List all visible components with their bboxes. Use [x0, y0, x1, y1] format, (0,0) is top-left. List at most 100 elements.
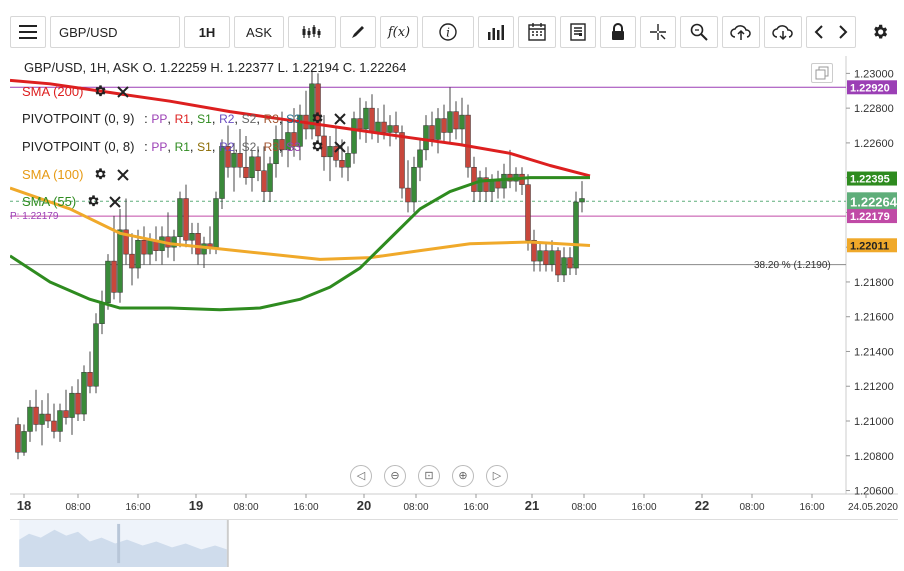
- menu-button[interactable]: [10, 16, 46, 48]
- zoom-in-button[interactable]: ⊕: [452, 465, 474, 487]
- candle-down: [261, 170, 267, 192]
- candle-up: [297, 114, 303, 147]
- legend-sma55[interactable]: SMA (55): [22, 194, 122, 211]
- upload-button[interactable]: [722, 16, 760, 48]
- settings-button[interactable]: [864, 16, 896, 48]
- legend-pivot-1[interactable]: PIVOTPOINT (0, 9) : PP, R1, S1, R2, S2, …: [22, 111, 346, 128]
- candle-down: [129, 253, 135, 269]
- legend-sma200[interactable]: SMA (200): [22, 84, 129, 101]
- candle-up: [21, 431, 27, 453]
- gear-icon[interactable]: [310, 111, 324, 128]
- candle-down: [123, 229, 129, 255]
- candle-down: [333, 146, 339, 161]
- candle-down: [525, 184, 531, 241]
- reset-button[interactable]: ⊡: [418, 465, 440, 487]
- candle-down: [87, 372, 93, 387]
- scroll-left-button[interactable]: ◁: [350, 465, 372, 487]
- news-button[interactable]: [560, 16, 596, 48]
- legend-pivot-2[interactable]: PIVOTPOINT (0, 8) : PP, R1, S1, R2, S2, …: [22, 139, 346, 156]
- candle-down: [15, 424, 21, 453]
- candle-up: [375, 121, 381, 133]
- x-tick-label: 16:00: [799, 502, 824, 513]
- candle-down: [141, 239, 147, 255]
- expand-button[interactable]: [811, 63, 833, 83]
- candle-down: [441, 118, 447, 133]
- y-tick-label: 1.23000: [854, 68, 894, 80]
- candle-up: [363, 107, 369, 130]
- ma-line: [10, 176, 590, 312]
- close-icon[interactable]: [116, 169, 129, 184]
- candle-up: [501, 173, 507, 189]
- price-type-selector[interactable]: ASK: [234, 16, 284, 48]
- close-icon[interactable]: [116, 86, 129, 101]
- ohlc-header: GBP/USD, 1H, ASK O. 1.22259 H. 1.22377 L…: [24, 60, 407, 75]
- ma-line: [10, 186, 591, 261]
- y-tick-label: 1.22600: [854, 138, 894, 150]
- candle-up: [417, 149, 423, 168]
- x-tick-label: 21: [525, 498, 539, 513]
- cloud-upload-icon: [730, 25, 751, 40]
- draw-tool-button[interactable]: [340, 16, 376, 48]
- gear-icon[interactable]: [93, 167, 107, 184]
- candle-up: [447, 111, 453, 133]
- candle-up: [411, 166, 417, 203]
- zoom-button[interactable]: [680, 16, 718, 48]
- gear-icon: [874, 24, 888, 39]
- chevron-right-icon[interactable]: [838, 24, 848, 40]
- hamburger-icon: [19, 25, 37, 39]
- expand-icon: [815, 66, 829, 80]
- scroll-right-button[interactable]: ▷: [486, 465, 508, 487]
- info-icon: i: [439, 23, 457, 41]
- legend-pivot-1-label: PIVOTPOINT (0, 9): [22, 111, 135, 126]
- symbol-selector[interactable]: GBP/USD: [50, 16, 180, 48]
- crosshair-button[interactable]: [640, 16, 676, 48]
- candle-down: [33, 406, 39, 425]
- candle-up: [27, 406, 33, 432]
- volume-button[interactable]: [478, 16, 514, 48]
- chart-type-button[interactable]: [288, 16, 336, 48]
- candle-down: [381, 121, 387, 133]
- x-tick-label: 16:00: [293, 502, 318, 513]
- gear-icon[interactable]: [310, 139, 324, 156]
- candle-down: [225, 146, 231, 168]
- legend-sma200-label: SMA (200): [22, 84, 84, 99]
- candle-up: [477, 177, 483, 192]
- candle-up: [273, 139, 279, 165]
- price-chart[interactable]: 1.230001.228001.226001.224001.222001.220…: [10, 56, 898, 518]
- candle-down: [465, 114, 471, 168]
- close-icon[interactable]: [334, 141, 346, 156]
- navigator-handle[interactable]: [117, 523, 121, 564]
- gear-icon[interactable]: [86, 194, 100, 211]
- close-icon[interactable]: [109, 196, 122, 211]
- pivot-s1: S1: [197, 112, 212, 126]
- indicators-button[interactable]: f(x): [380, 16, 418, 48]
- navigator-area: [19, 529, 227, 567]
- reset-icon: ⊡: [424, 470, 434, 482]
- candle-up: [249, 156, 255, 178]
- lock-button[interactable]: [600, 16, 636, 48]
- candle-down: [531, 239, 537, 262]
- price-badges: 1.22920 1.22395 1.22264 1.22179 1.22011: [847, 80, 898, 253]
- zoom-out-button[interactable]: ⊖: [384, 465, 406, 487]
- x-tick-label: 16:00: [125, 502, 150, 513]
- chevron-left-icon[interactable]: [814, 24, 824, 40]
- candle-down: [495, 180, 501, 189]
- download-button[interactable]: [764, 16, 802, 48]
- x-tick-label: 24.05.2020: [848, 502, 898, 513]
- zoom-in-icon: ⊕: [458, 470, 468, 482]
- time-axis: 18 08:00 16:00 19 08:00 16:00 20 08:00 16:00 21 08…: [17, 494, 898, 513]
- timeframe-selector[interactable]: 1H: [184, 16, 230, 48]
- pivot-s3: S3: [286, 112, 301, 126]
- calendar-button[interactable]: [518, 16, 556, 48]
- pivot-r3: R3: [263, 112, 279, 126]
- x-tick-label: 19: [189, 498, 203, 513]
- pivot-pp: PP: [151, 140, 168, 154]
- gear-icon[interactable]: [93, 84, 107, 101]
- zoom-out-icon: ⊖: [390, 470, 400, 482]
- candle-up: [189, 233, 195, 241]
- navigator[interactable]: [10, 519, 898, 567]
- legend-sma100[interactable]: SMA (100): [22, 167, 129, 184]
- close-icon[interactable]: [334, 113, 346, 128]
- candle-down: [453, 111, 459, 130]
- info-button[interactable]: i: [422, 16, 474, 48]
